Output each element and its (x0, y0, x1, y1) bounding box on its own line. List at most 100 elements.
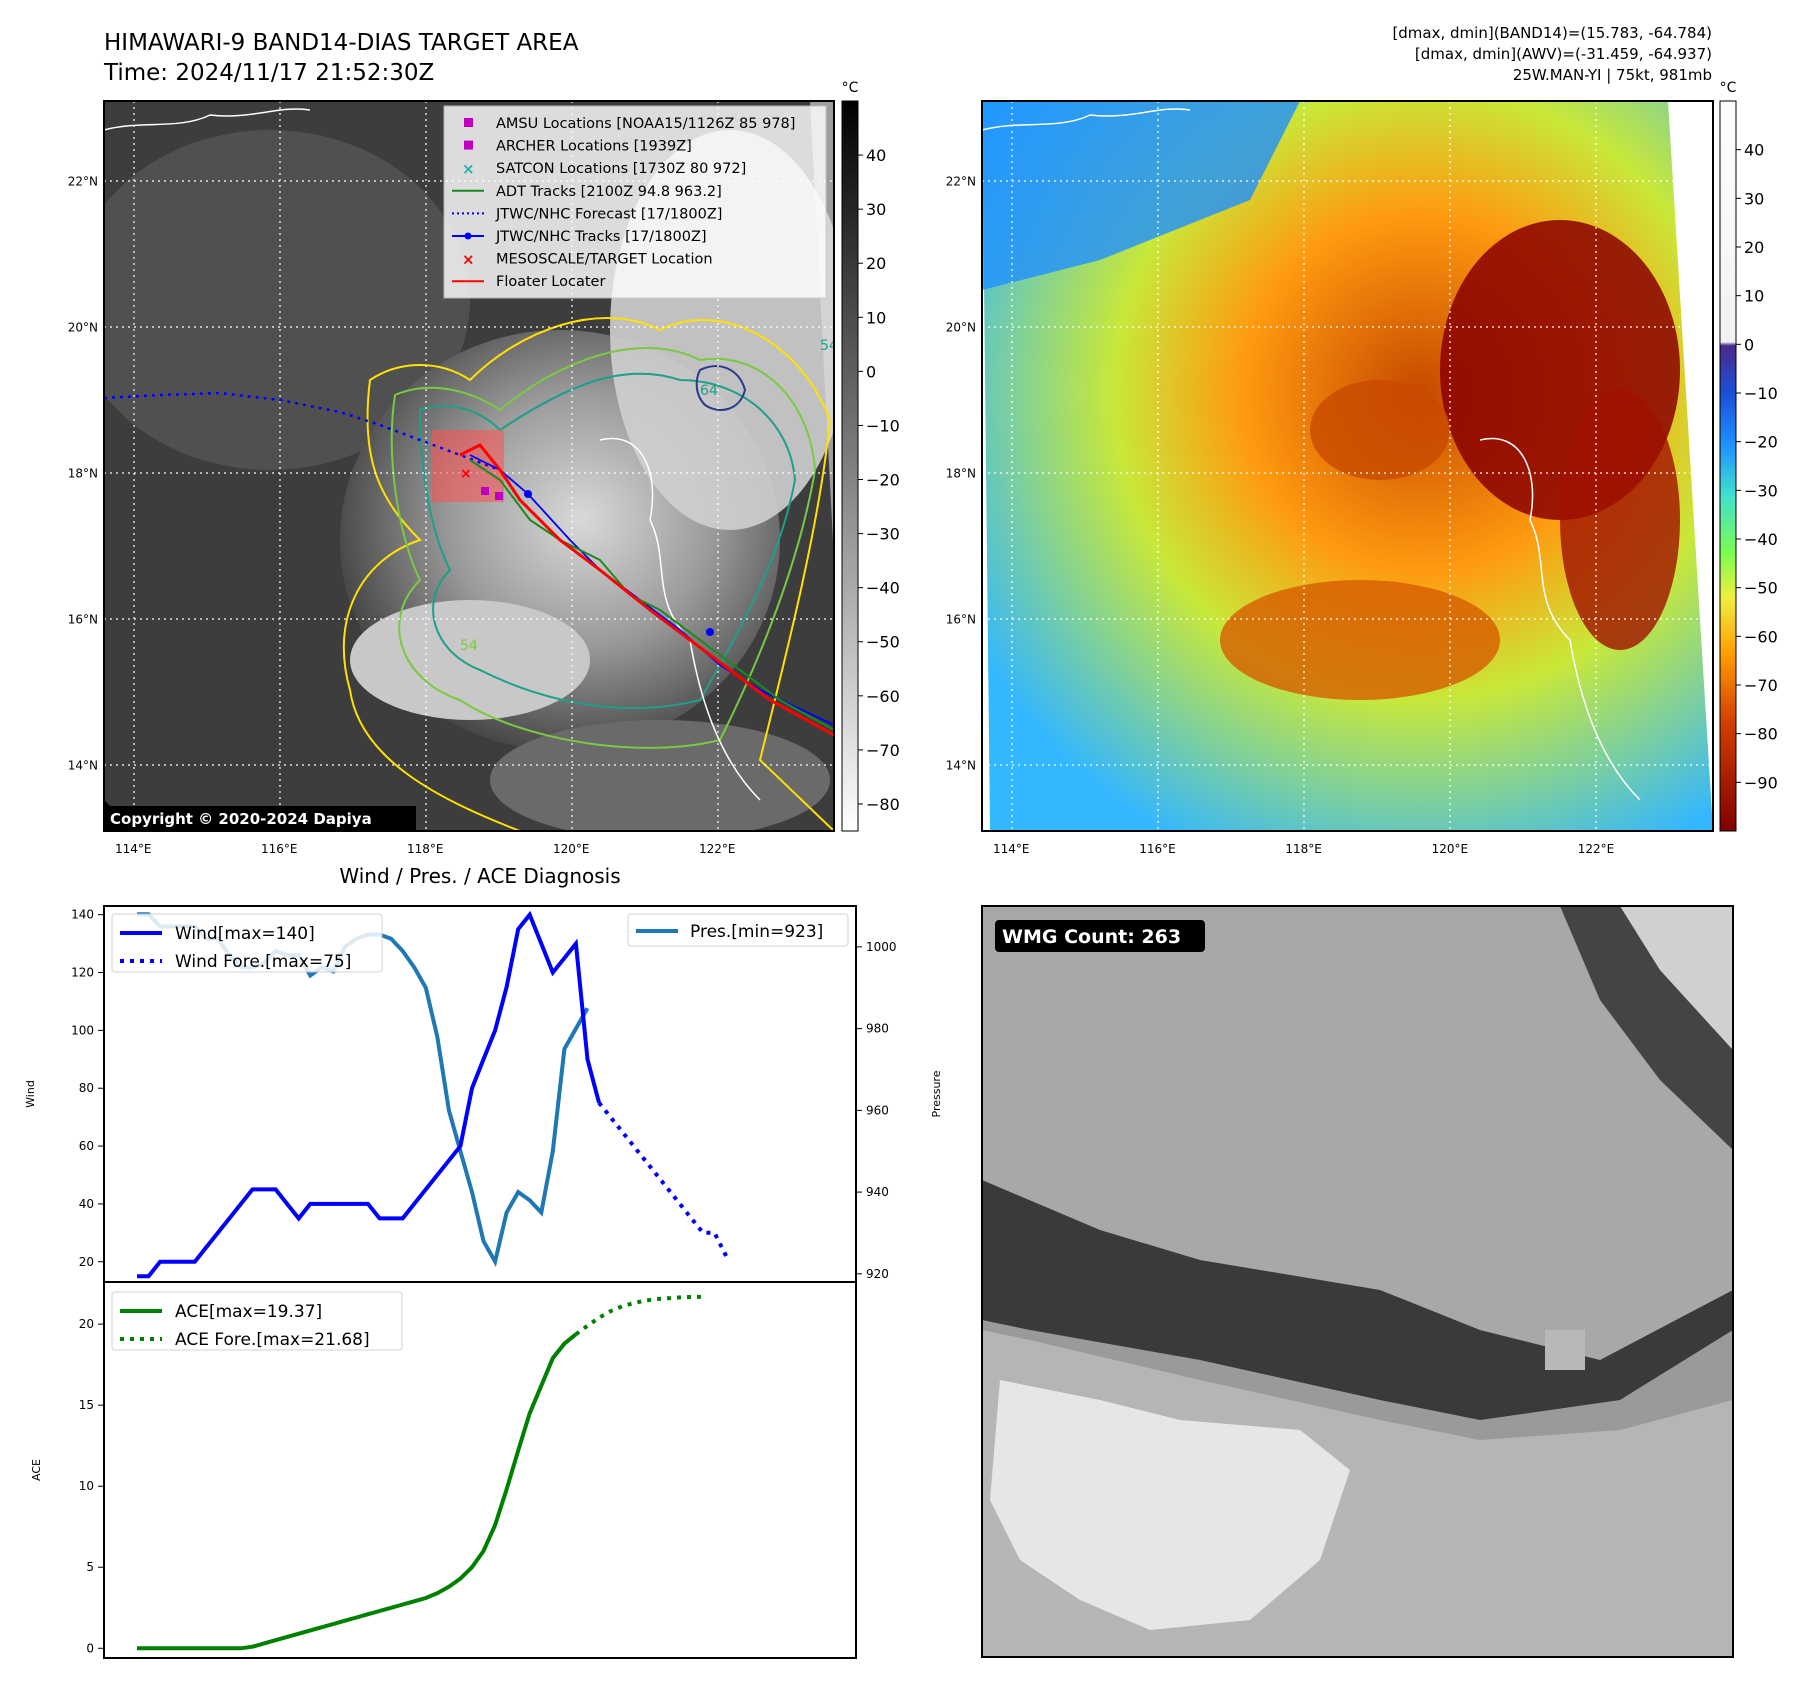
lat-tick-label: 16°N (946, 612, 976, 626)
lon-tick-label: 122°E (1578, 842, 1615, 856)
y-tick-label: 15 (79, 1398, 94, 1412)
ir-legend: AMSU Locations [NOAA15/1126Z 85 978] ARCH… (443, 105, 827, 299)
wind-pressure-chart: 20 40 60 80 100 120 140 920 940 960 980 1000 Wind … (24, 905, 943, 1283)
wmg-count-label: WMG Count: 263 (1002, 926, 1181, 948)
awv-lat-labels: 22°N 20°N 18°N 16°N 14°N (946, 174, 976, 772)
lon-tick-label: 118°E (1285, 842, 1322, 856)
figure-title-line1: HIMAWARI-9 BAND14-DIAS TARGET AREA (104, 30, 579, 56)
wmg-bright-ne (1620, 906, 1733, 1050)
lat-tick-label: 18°N (68, 466, 98, 480)
pressure-y-label: Pressure (930, 1070, 943, 1117)
colorbar-tick-label: −30 (1744, 481, 1778, 500)
ace-chart: 0 5 10 15 20 ACE ACE[max=19.37] ACE Fore.[ma… (30, 1281, 857, 1659)
lon-tick-label: 120°E (553, 842, 590, 856)
colorbar-tick-label: 20 (866, 254, 886, 273)
lat-tick-label: 22°N (946, 174, 976, 188)
y-tick-label: 20 (79, 1255, 94, 1269)
awv-colorbar (1719, 100, 1737, 832)
ir-colorbar (841, 100, 859, 832)
legend-marker-dot (464, 232, 472, 240)
colorbar-tick-label: −70 (866, 741, 900, 760)
y-tick-label: 5 (86, 1560, 94, 1574)
pres-legend-box (627, 913, 849, 947)
colorbar-tick-label: 30 (866, 200, 886, 219)
colorbar-tick-label: −60 (866, 687, 900, 706)
ir-coastline-china (104, 108, 311, 131)
info-line3: 25W.MAN-YI | 75kt, 981mb (1513, 66, 1712, 84)
y-tick-label: 940 (866, 1185, 889, 1199)
y-tick-label: 10 (79, 1479, 94, 1493)
ir-coastline-luzon (599, 437, 761, 801)
y-tick-label: 920 (866, 1267, 889, 1281)
lat-tick-label: 20°N (946, 320, 976, 334)
ir-contour-yellow (342, 317, 834, 831)
pres-legend-label: Pres.[min=923] (690, 922, 823, 942)
colorbar-tick-label: −40 (1744, 530, 1778, 549)
colorbar-tick-label: 10 (1744, 287, 1764, 306)
wind-y-label: Wind (24, 1080, 37, 1108)
ir-legend-box (443, 105, 827, 299)
ir-jtwc-point (524, 490, 532, 498)
lon-tick-label: 120°E (1432, 842, 1469, 856)
copyright-badge (104, 806, 416, 830)
pres-legend: Pres.[min=923] (627, 913, 849, 947)
colorbar-tick-label: −40 (866, 579, 900, 598)
ace-legend-box (111, 1291, 403, 1351)
wmg-pixel-block (1545, 1330, 1585, 1370)
awv-coastline-china (982, 108, 1191, 131)
y-tick-label: 120 (71, 966, 94, 980)
colorbar-tick-label: −80 (866, 795, 900, 814)
y-tick-label: 20 (79, 1317, 94, 1331)
ir-contour-teal (418, 372, 797, 709)
ir-contour-green (390, 347, 817, 749)
awv-lon-labels: 114°E 116°E 118°E 120°E 122°E (993, 842, 1614, 856)
info-line1: [dmax, dmin](BAND14)=(15.783, -64.784) (1392, 24, 1712, 42)
wmg-count-badge (995, 920, 1205, 952)
colorbar-tick-label: −20 (1744, 433, 1778, 452)
wind-series-line (137, 910, 601, 1279)
wmg-bright-cluster (990, 1380, 1350, 1630)
ir-map-panel: × 54 54 64 AMSU Locations [NOAA15/1126Z … (68, 80, 900, 856)
y-tick-label: 100 (71, 1023, 94, 1037)
wind-legend: Wind[max=140] Wind Fore.[max=75] (111, 913, 383, 973)
lon-tick-label: 114°E (993, 842, 1030, 856)
awv-dry-region (982, 101, 1300, 290)
legend-marker (464, 140, 473, 150)
lat-tick-label: 20°N (68, 320, 98, 334)
legend-label: Floater Locater (496, 274, 605, 290)
ir-contour-label: 64 (700, 383, 718, 399)
awv-cold-region (1310, 380, 1450, 480)
ir-jtwc-point (706, 628, 714, 636)
ir-lon-labels: 114°E 116°E 118°E 120°E 122°E (115, 842, 736, 856)
diag-title: Wind / Pres. / ACE Diagnosis (339, 864, 620, 888)
awv-colorbar-ticks: 40 30 20 10 0 −10 −20 −30 −40 −50 −60 −70 −80 −90 (1736, 141, 1778, 792)
info-line2: [dmax, dmin](AWV)=(-31.459, -64.937) (1415, 45, 1712, 63)
lon-tick-label: 114°E (115, 842, 152, 856)
legend-label: JTWC/NHC Forecast [17/1800Z] (495, 206, 722, 222)
awv-cold-region-s (1220, 580, 1500, 700)
legend-label: MESOSCALE/TARGET Location (496, 252, 713, 268)
ir-contour-label: 54 (460, 638, 478, 654)
lat-tick-label: 22°N (68, 174, 98, 188)
ir-map-frame (103, 100, 835, 832)
ir-cloud-s (350, 600, 590, 720)
ace-legend: ACE[max=19.37] ACE Fore.[max=21.68] (111, 1291, 403, 1351)
ace-fore-legend-label: ACE Fore.[max=21.68] (175, 1330, 370, 1350)
y-tick-label: 40 (79, 1197, 94, 1211)
lon-tick-label: 118°E (407, 842, 444, 856)
awv-coastline-luzon (1479, 437, 1641, 801)
ace-forecast-series-line (574, 1294, 703, 1336)
ir-colorbar-unit: °C (842, 80, 859, 96)
ace-y-ticks: 0 5 10 15 20 (79, 1317, 104, 1655)
lat-tick-label: 16°N (68, 612, 98, 626)
ir-archer-location (481, 487, 489, 495)
colorbar-tick-label: 40 (1744, 141, 1764, 160)
ir-lat-labels: 22°N 20°N 18°N 16°N 14°N (68, 174, 98, 772)
lat-tick-label: 14°N (68, 758, 98, 772)
colorbar-tick-label: −90 (1744, 773, 1778, 792)
y-tick-label: 0 (86, 1641, 94, 1655)
ir-cloud (104, 130, 470, 470)
legend-label: AMSU Locations [NOAA15/1126Z 85 978] (496, 116, 795, 132)
wind-legend-box (111, 913, 383, 973)
